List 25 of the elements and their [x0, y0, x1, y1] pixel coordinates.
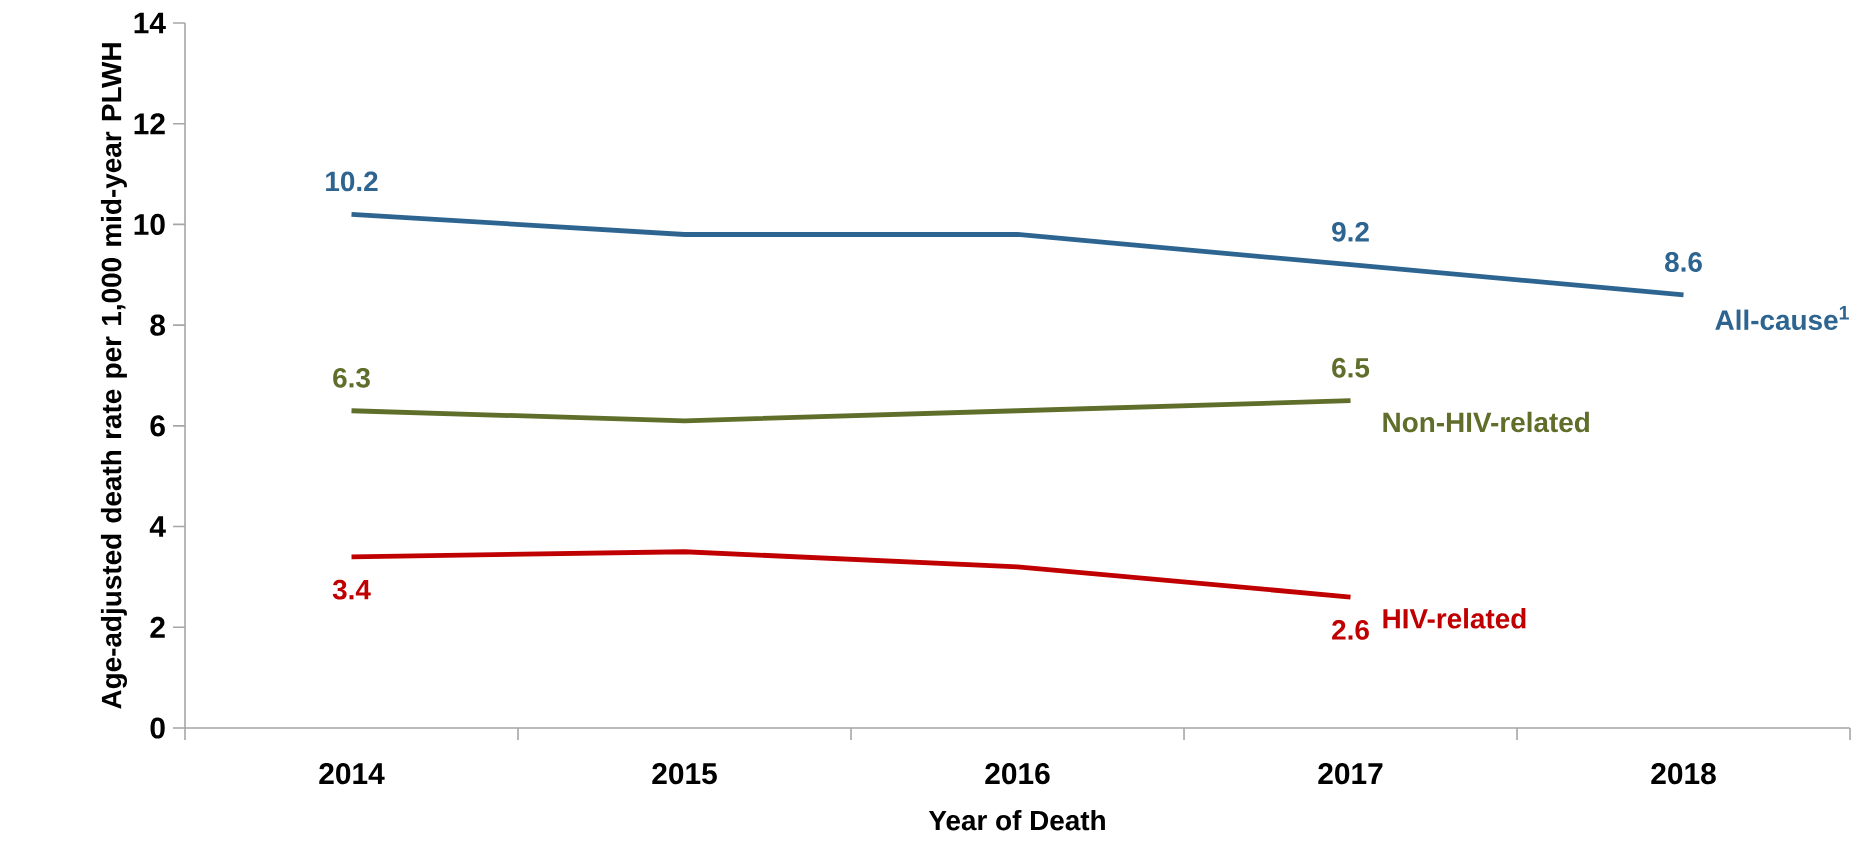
x-tick-label: 2014: [319, 763, 385, 785]
y-tick-label: 10: [134, 213, 165, 235]
data-label: 9.2: [1332, 221, 1369, 242]
y-tick-label: 4: [149, 516, 166, 537]
y-tick-label: 6: [150, 415, 165, 437]
y-tick-label: 0: [150, 717, 165, 739]
series-label: All-cause$^{1}$: [1715, 305, 1849, 331]
data-label: 8.6: [1665, 252, 1702, 272]
data-label: 10.2: [326, 171, 378, 192]
data-label: 3.4: [332, 579, 371, 600]
x-tick-label: 2015: [652, 763, 717, 785]
y-tick-label: 12: [134, 113, 165, 135]
x-tick-label: 2017: [1318, 763, 1383, 785]
x-tick-label: 2018: [1651, 763, 1716, 785]
data-label: 6.3: [333, 367, 370, 388]
series-label: HIV-related: [1383, 608, 1526, 629]
x-axis-title: Year of Death: [928, 809, 1105, 831]
series-label: Non-HIV-related: [1383, 411, 1589, 433]
y-tick-label: 2: [150, 616, 165, 638]
y-axis-title: Age-adjusted death rate per 1,000 mid-year PLWH: [100, 43, 128, 709]
data-label: 2.6: [1332, 620, 1369, 640]
data-label: 6.5: [1332, 357, 1370, 378]
x-tick-label: 2016: [985, 763, 1050, 785]
y-tick-label: 8: [150, 314, 166, 336]
y-tick-label: 14: [134, 12, 166, 34]
